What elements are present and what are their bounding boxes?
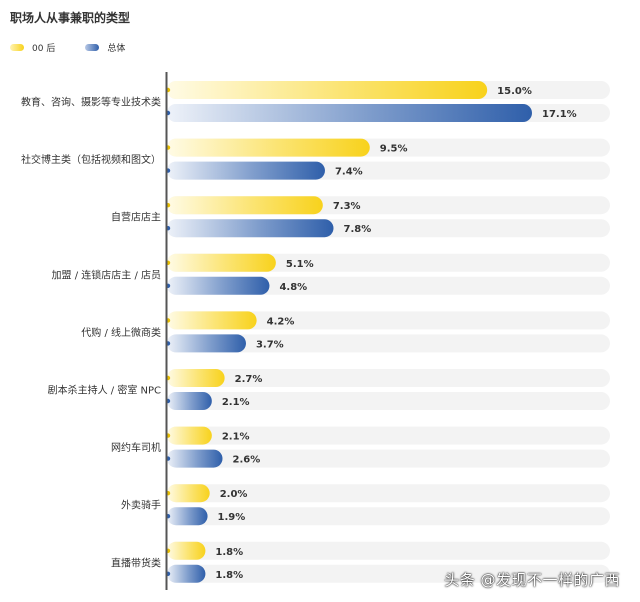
bar-track [167,507,610,526]
bar-track [167,541,610,560]
bar-track [167,564,610,583]
legend: 00 后 总体 [10,40,155,54]
bar [167,196,323,215]
data-label: 1.8% [215,570,243,581]
bar [167,81,488,99]
data-label: 2.1% [222,432,250,443]
data-label: 15.0% [497,86,532,97]
legend-swatch-00hou [10,43,24,51]
legend-swatch-zongti [85,43,100,51]
data-label: 4.8% [279,282,307,293]
bar [167,138,370,157]
category-label: 剧本杀主持人 / 密室 NPC [48,384,161,397]
legend-item-00hou: 00 后 [10,41,55,54]
bar [167,311,257,330]
data-label: 17.1% [542,109,577,120]
bar-track [167,369,610,387]
bar [167,541,206,560]
data-label: 4.2% [267,316,295,327]
bar [167,484,210,503]
data-label: 9.5% [380,144,408,155]
bar [167,507,208,526]
bar-track [167,449,610,468]
category-label: 自营店店主 [111,211,161,224]
bar-track [167,276,610,295]
data-label: 2.6% [232,455,260,466]
data-label: 7.4% [335,167,363,178]
data-label: 2.7% [235,374,263,385]
bar [167,334,246,353]
category-label: 代购 / 线上微商类 [81,326,161,339]
category-label: 教育、咨询、摄影等专业技术类 [21,96,161,109]
category-label: 直播带货类 [111,556,161,569]
data-label: 7.8% [343,224,371,235]
bar [167,392,212,410]
data-label: 7.3% [333,201,361,212]
category-label: 加盟 / 连锁店店主 / 店员 [52,268,161,281]
bar-track [167,311,610,330]
legend-item-zongti: 总体 [85,41,125,54]
data-label: 2.0% [220,489,248,500]
chart-title: 职场人从事兼职的类型 [10,11,131,25]
bar [167,253,276,272]
bar [167,276,270,295]
category-label: 网约车司机 [111,441,161,454]
legend-label-zongti: 总体 [107,43,126,54]
data-label: 5.1% [286,259,314,270]
legend-label-00hou: 00 后 [32,43,56,54]
bar [167,161,325,180]
bar [167,104,532,122]
bar-track [167,334,610,353]
watermark: 头条 @发现不一样的广西 [444,571,620,589]
data-label: 2.1% [222,397,250,408]
bar [167,426,212,445]
bar-track [167,253,610,272]
data-label: 1.8% [215,547,243,558]
bar [167,369,225,387]
category-label: 社交博主类（包括视频和图文） [21,153,161,166]
bar [167,449,223,468]
bar-track [167,484,610,503]
bar [167,219,334,238]
bar-track [167,392,610,410]
data-label: 3.7% [256,339,284,350]
bar [167,564,206,583]
data-label: 1.9% [218,512,246,523]
bar-track [167,426,610,445]
category-label: 外卖骑手 [121,499,161,512]
